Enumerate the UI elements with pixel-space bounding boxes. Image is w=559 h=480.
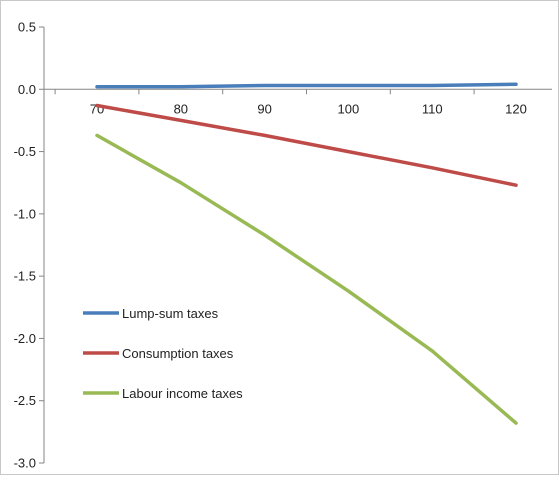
y-tick-label: -3.0: [14, 456, 36, 471]
legend-label: Lump-sum taxes: [122, 306, 219, 321]
legend-label: Consumption taxes: [122, 346, 234, 361]
x-tick-label: 120: [505, 101, 527, 116]
y-tick-label: 0.0: [18, 82, 36, 97]
series-lines: [95, 82, 518, 425]
y-tick-label: 0.5: [18, 20, 36, 35]
x-tick-label: 80: [174, 101, 188, 116]
y-tick-label: -1.0: [14, 206, 36, 221]
y-tick-label: -2.5: [14, 393, 36, 408]
y-tick-label: -2.0: [14, 331, 36, 346]
series-line-lump-sum-taxes: [95, 82, 518, 89]
legend: Lump-sum taxes Consumption taxes Labour in…: [83, 306, 243, 401]
axes: [43, 27, 552, 463]
y-tick-label: -0.5: [14, 144, 36, 159]
series-line-labour-income-taxes: [95, 133, 518, 425]
x-tick-label: 90: [257, 101, 271, 116]
y-tick-label: -1.5: [14, 269, 36, 284]
series-line-consumption-taxes: [95, 103, 518, 187]
legend-label: Labour income taxes: [122, 386, 243, 401]
y-axis-ticks: 0.5 0.0 -0.5 -1.0 -1.5 -2.0 -2.5 -3.0: [14, 20, 44, 471]
x-tick-label: 70: [90, 101, 104, 116]
x-tick-label: 110: [422, 101, 443, 116]
x-tick-label: 100: [338, 101, 360, 116]
